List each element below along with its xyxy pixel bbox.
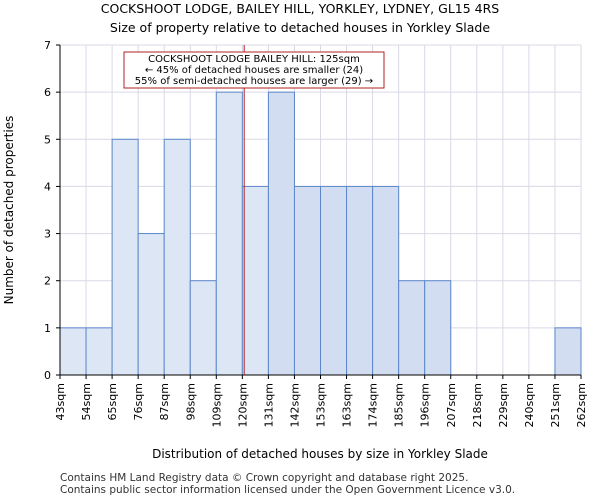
annotation-line-1: COCKSHOOT LODGE BAILEY HILL: 125sqm <box>148 54 360 65</box>
x-tick-label: 109sqm <box>210 383 223 427</box>
annotation-box: COCKSHOOT LODGE BAILEY HILL: 125sqm ← 45… <box>123 51 385 89</box>
x-tick-label: 98sqm <box>184 383 197 420</box>
x-tick-label: 218sqm <box>471 383 484 427</box>
x-tick-label: 120sqm <box>236 383 249 427</box>
bar-174sqm <box>372 185 400 376</box>
bar-153sqm <box>320 185 348 376</box>
x-tick-label: 240sqm <box>523 383 536 427</box>
x-tick-label: 262sqm <box>575 383 588 427</box>
y-tick-label: 6 <box>44 86 51 99</box>
y-tick-label: 2 <box>44 275 51 288</box>
x-axis: 43sqm 54sqm 65sqm 76sqm 87sqm 98sqm 109sqm 120s… <box>54 374 588 427</box>
bar-185sqm <box>398 280 426 376</box>
footer-line-1: Contains HM Land Registry data © Crown c… <box>60 472 469 484</box>
x-tick-label: 196sqm <box>419 383 432 427</box>
x-tick-label: 153sqm <box>315 383 328 427</box>
x-tick-label: 43sqm <box>54 383 67 420</box>
y-tick-label: 5 <box>44 133 51 146</box>
bar-76sqm <box>137 233 165 376</box>
y-axis-label: Number of detached properties <box>2 116 16 305</box>
bar-109sqm <box>215 91 243 376</box>
x-tick-label: 229sqm <box>497 383 510 427</box>
x-tick-label: 87sqm <box>158 383 171 420</box>
x-tick-label: 65sqm <box>106 383 119 420</box>
x-tick-label: 174sqm <box>367 383 380 427</box>
x-tick-label: 207sqm <box>445 383 458 427</box>
bar-87sqm <box>163 138 191 376</box>
annotation-border <box>123 51 385 89</box>
bar-98sqm <box>189 280 217 376</box>
y-tick-label: 3 <box>44 228 51 241</box>
y-tick-label: 7 <box>44 39 51 52</box>
y-tick-label: 1 <box>44 322 51 335</box>
bar-131sqm <box>267 91 295 376</box>
histogram-chart: COCKSHOOT LODGE, BAILEY HILL, YORKLEY, L… <box>2 1 588 461</box>
bar-120sqm <box>241 185 269 376</box>
bar-142sqm <box>293 185 322 376</box>
x-tick-label: 163sqm <box>341 383 354 427</box>
y-tick-label: 4 <box>44 180 51 193</box>
y-axis: 0 1 2 3 4 5 6 7 <box>44 39 61 382</box>
annotation-line-2: ← 45% of detached houses are smaller (24… <box>145 65 363 76</box>
x-tick-label: 131sqm <box>262 383 275 427</box>
chart-subtitle: Size of property relative to detached ho… <box>110 20 490 35</box>
chart-title: COCKSHOOT LODGE, BAILEY HILL, YORKLEY, L… <box>101 1 500 16</box>
bar-43sqm <box>59 327 87 376</box>
bar-251sqm <box>554 327 582 376</box>
x-tick-label: 76sqm <box>132 383 145 420</box>
footer-line-2: Contains public sector information licen… <box>60 484 516 496</box>
bar-163sqm <box>346 185 374 376</box>
bar-54sqm <box>85 327 113 376</box>
x-axis-label: Distribution of detached houses by size … <box>152 447 488 461</box>
y-tick-label: 0 <box>44 369 51 382</box>
bar-65sqm <box>111 138 139 376</box>
bar-196sqm <box>424 280 452 376</box>
x-tick-label: 251sqm <box>549 383 562 427</box>
x-tick-label: 185sqm <box>393 383 406 427</box>
x-tick-label: 54sqm <box>80 383 93 420</box>
annotation-line-3: 55% of semi-detached houses are larger (… <box>135 76 373 87</box>
x-tick-label: 142sqm <box>288 383 301 427</box>
